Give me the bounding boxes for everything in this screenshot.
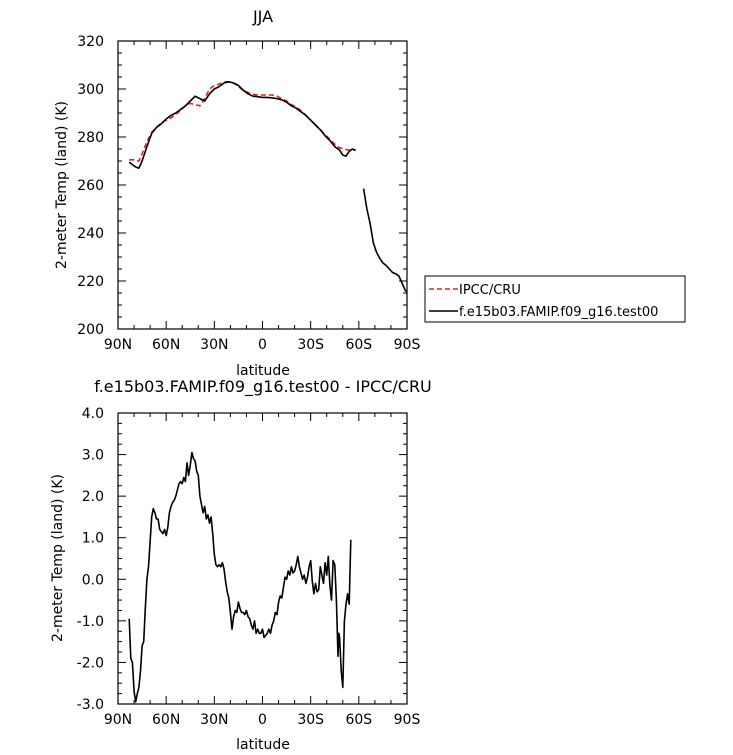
top-y-tick-label: 320 xyxy=(77,34,104,50)
top-series-line-ipcc-cru xyxy=(129,81,356,162)
bottom-x-axis-label: latitude xyxy=(236,737,290,753)
bottom-plot-frame xyxy=(117,412,408,705)
top-y-tick-label: 220 xyxy=(77,274,104,290)
bottom-x-tick-label: 30N xyxy=(200,712,228,728)
top-x-tick-label: 60S xyxy=(345,337,372,353)
bottom-y-tick-label: 4.0 xyxy=(82,406,104,422)
bottom-x-tick-label: 30S xyxy=(297,712,324,728)
bottom-panel: f.e15b03.FAMIP.f09_g16.test00 - IPCC/CRU… xyxy=(50,377,432,753)
top-x-tick-label: 30S xyxy=(297,337,324,353)
top-ticks-group: 90N 60N 30N 0 30S 60S 90S 200 220 240 260 280 300 320 xyxy=(77,34,420,353)
bottom-x-tick-label: 60S xyxy=(345,712,372,728)
bottom-series-group xyxy=(128,451,352,703)
top-y-tick-label: 260 xyxy=(77,178,104,194)
bottom-y-tick-label: -2.0 xyxy=(77,655,104,671)
bottom-y-tick-label: 2.0 xyxy=(82,489,104,505)
top-x-tick-label: 0 xyxy=(258,337,267,353)
bottom-x-tick-label: 90N xyxy=(104,712,132,728)
bottom-y-tick-label: 1.0 xyxy=(82,531,104,547)
legend-box xyxy=(424,275,686,323)
bottom-x-tick-label: 60N xyxy=(152,712,180,728)
legend-label-model: f.e15b03.FAMIP.f09_g16.test00 xyxy=(459,305,658,320)
bottom-y-tick-label: 0.0 xyxy=(82,572,104,588)
top-panel: JJA 90N 60N 30N 0 30S 60S 90S 200 220 240 260 280 30… xyxy=(54,7,686,379)
top-y-tick-label: 200 xyxy=(77,322,104,338)
top-series-line-f-e15b03-famip-f09-g16-test00 xyxy=(128,81,408,293)
top-x-tick-label: 30N xyxy=(200,337,228,353)
legend: IPCC/CRU f.e15b03.FAMIP.f09_g16.test00 xyxy=(424,275,686,323)
bottom-y-tick-label: -3.0 xyxy=(77,697,104,713)
bottom-y-tick-label: 3.0 xyxy=(82,448,104,464)
bottom-ticks-group: 90N 60N 30N 0 30S 60S 90S -3.0 -2.0 -1.0 0.0 1.0 2.0… xyxy=(77,406,421,728)
top-plot-frame xyxy=(117,40,408,330)
bottom-chart-title: f.e15b03.FAMIP.f09_g16.test00 - IPCC/CRU xyxy=(94,377,432,397)
bottom-y-axis-label: 2-meter Temp (land) (K) xyxy=(50,474,66,642)
legend-label-ipcc-cru: IPCC/CRU xyxy=(459,283,521,298)
top-y-tick-label: 240 xyxy=(77,226,104,242)
bottom-series-line-difference xyxy=(128,451,352,703)
top-x-tick-label: 90N xyxy=(104,337,132,353)
top-x-axis-label: latitude xyxy=(236,363,290,379)
top-y-tick-label: 280 xyxy=(77,130,104,146)
bottom-x-tick-label: 90S xyxy=(394,712,421,728)
top-x-tick-label: 90S xyxy=(394,337,421,353)
top-series-group xyxy=(128,81,408,293)
bottom-y-tick-label: -1.0 xyxy=(77,614,104,630)
top-y-tick-label: 300 xyxy=(77,82,104,98)
bottom-x-tick-label: 0 xyxy=(258,712,267,728)
top-x-tick-label: 60N xyxy=(152,337,180,353)
top-chart-title: JJA xyxy=(252,7,273,26)
top-y-axis-label: 2-meter Temp (land) (K) xyxy=(54,101,70,269)
